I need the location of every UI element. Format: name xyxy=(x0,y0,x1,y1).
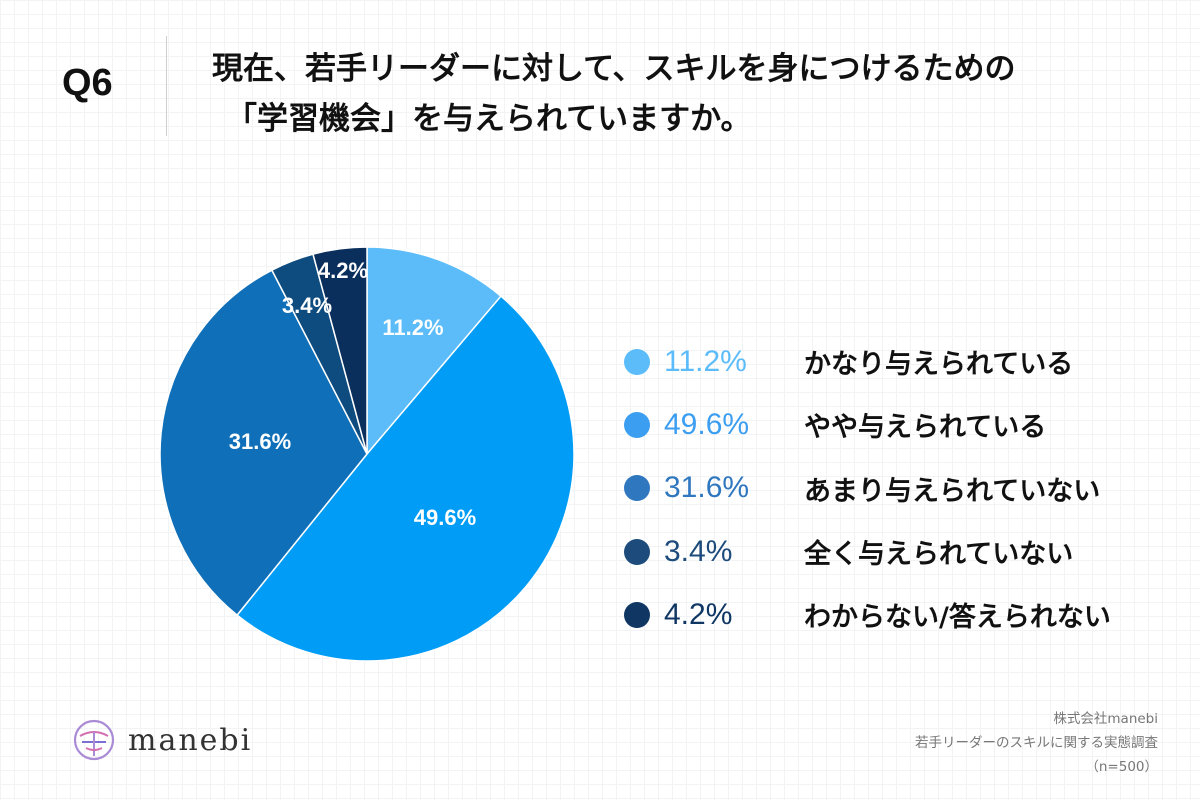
question-title: 現在、若手リーダーに対して、スキルを身につけるための 「学習機会」を与えられてい… xyxy=(212,44,1172,144)
legend-label-4: 全く与えられていない xyxy=(804,539,1074,571)
legend-dot-1 xyxy=(624,348,650,375)
legend-value-5: 4.2% xyxy=(664,597,733,631)
legend-label-3: あまり与えられていない xyxy=(804,475,1101,507)
legend-label-2: やや与えられている xyxy=(804,412,1047,444)
legend-label-1: かなり与えられている xyxy=(804,349,1074,381)
pie-data-label-4: 3.4% xyxy=(282,293,332,318)
pie-data-label-3: 31.6% xyxy=(229,429,291,454)
legend-item-5: 4.2% わからない/答えられない xyxy=(624,583,1184,646)
pie-slice-1 xyxy=(366,246,502,457)
legend-value-3: 31.6% xyxy=(664,471,750,505)
legend-value-4: 3.4% xyxy=(664,534,733,568)
legend-dot-4 xyxy=(624,538,650,565)
source-company: 株式会社manebi xyxy=(1053,711,1158,727)
manebi-logo-icon xyxy=(73,719,115,761)
legend-value-2: 49.6% xyxy=(664,407,750,441)
source-note: 株式会社manebi 若手リーダーのスキルに関する実態調査 （n=500） xyxy=(915,707,1158,779)
legend-item-3: 31.6% あまり与えられていない xyxy=(624,457,1184,520)
legend-item-2: 49.6% やや与えられている xyxy=(624,393,1184,456)
source-survey: 若手リーダーのスキルに関する実態調査 xyxy=(915,735,1158,751)
legend-dot-2 xyxy=(624,411,650,438)
pie-data-label-1: 11.2% xyxy=(382,315,443,340)
question-number: Q6 xyxy=(62,62,113,104)
legend-dot-5 xyxy=(624,601,650,628)
pie-slice-2 xyxy=(236,295,575,662)
legend-item-4: 3.4% 全く与えられていない xyxy=(624,520,1184,583)
pie-data-label-5: 4.2% xyxy=(318,258,368,283)
pie-slice-3 xyxy=(159,269,368,617)
manebi-logo-text: manebi xyxy=(128,722,253,758)
question-title-line1: 現在、若手リーダーに対して、スキルを身につけるための xyxy=(212,51,1016,87)
pie-data-label-2: 49.6% xyxy=(414,505,476,530)
legend-dot-3 xyxy=(624,475,650,502)
source-sample: （n=500） xyxy=(1085,759,1158,775)
legend-item-1: 11.2% かなり与えられている xyxy=(624,330,1184,393)
question-title-line2: 「学習機会」を与えられていますか。 xyxy=(226,101,752,137)
manebi-logo: manebi xyxy=(72,718,252,762)
header-divider xyxy=(166,36,167,136)
legend-label-5: わからない/答えられない xyxy=(804,602,1111,634)
pie-slice-5 xyxy=(312,246,368,455)
legend-value-1: 11.2% xyxy=(664,344,747,378)
chart-legend: 11.2% かなり与えられている 49.6% やや与えられている 31.6% あまり与えら… xyxy=(624,330,1184,646)
